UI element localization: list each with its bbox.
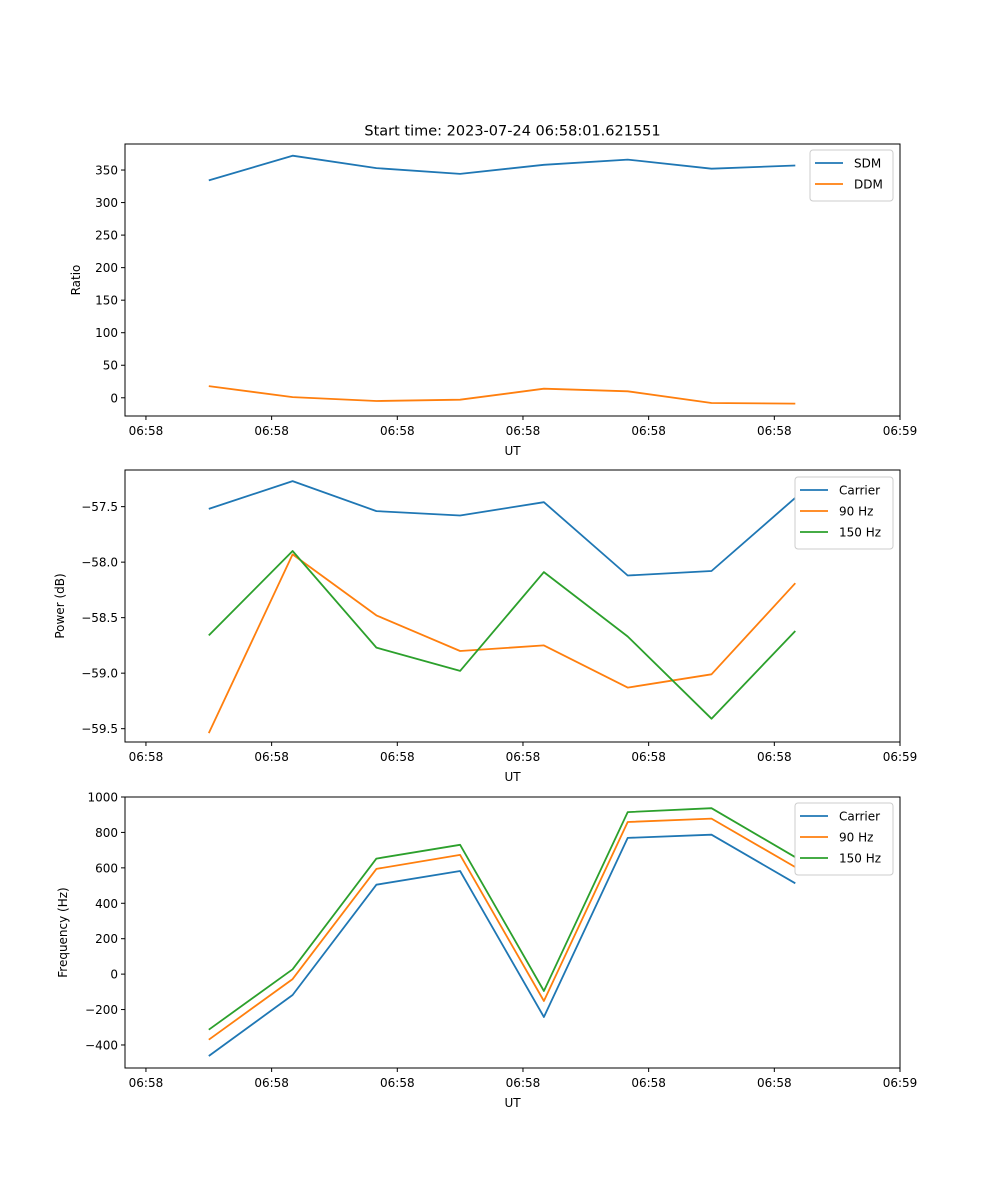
y-tick-label: 400	[95, 897, 118, 911]
x-tick-label: 06:58	[380, 750, 415, 764]
y-tick-label: 600	[95, 861, 118, 875]
x-tick-label: 06:58	[129, 1076, 164, 1090]
series-line-carrier	[208, 480, 796, 577]
x-tick-label: 06:58	[631, 750, 666, 764]
y-tick-label: −58.5	[81, 611, 118, 625]
series-line-90-hz	[207, 553, 796, 734]
legend-label: 150 Hz	[839, 852, 881, 866]
chart-panel-2: 06:58 06:58 06:58 06:58 06:58 06:58 06:59 −59.5…	[53, 469, 918, 784]
y-tick-label: 150	[95, 294, 118, 308]
y-axis-label: Ratio	[69, 265, 83, 296]
x-tick-label: 06:58	[757, 750, 792, 764]
series-line-sdm	[208, 154, 796, 182]
x-tick-label: 06:58	[506, 750, 541, 764]
x-tick-label: 06:58	[380, 424, 415, 438]
x-tick-label: 06:59	[883, 750, 918, 764]
y-tick-label: −59.5	[81, 722, 118, 736]
y-axis-label: Power (dB)	[53, 573, 67, 638]
y-tick-label: 800	[95, 826, 118, 840]
x-tick-label: 06:58	[757, 1076, 792, 1090]
chart-panel-1: 06:58 06:58 06:58 06:58 06:58 06:58 06:59 0 50 10…	[69, 143, 918, 458]
axes-frame	[124, 469, 901, 743]
y-tick-label: 250	[95, 229, 118, 243]
x-tick-label: 06:58	[631, 424, 666, 438]
y-tick-label: −57.5	[81, 500, 118, 514]
legend-label: 90 Hz	[839, 505, 873, 519]
figure-title: Start time: 2023-07-24 06:58:01.621551	[364, 124, 660, 140]
y-tick-label: 200	[95, 261, 118, 275]
legend-label: Carrier	[839, 810, 880, 824]
y-tick-label: 200	[95, 932, 118, 946]
x-tick-label: 06:58	[129, 750, 164, 764]
legend-label: Carrier	[839, 484, 880, 498]
legend-box	[794, 476, 894, 550]
legend: Carrier 90 Hz 150 Hz	[794, 476, 894, 550]
y-tick-label: 0	[110, 968, 118, 982]
legend-label: DDM	[854, 178, 883, 192]
x-axis-label: UT	[504, 444, 521, 458]
y-tick-label: −200	[85, 1003, 118, 1017]
axes-frame	[124, 143, 901, 417]
series-line-90-hz	[208, 817, 796, 1041]
y-tick-label: 50	[103, 359, 118, 373]
x-tick-label: 06:58	[254, 1076, 289, 1090]
x-axis-label: UT	[504, 770, 521, 784]
y-tick-label: 1000	[87, 791, 118, 805]
legend-label: 90 Hz	[839, 831, 873, 845]
y-tick-label: −59.0	[81, 667, 118, 681]
x-tick-label: 06:58	[506, 424, 541, 438]
legend: SDM DDM	[809, 149, 894, 202]
series-line-ddm	[208, 385, 796, 405]
y-tick-label: −58.0	[81, 556, 118, 570]
series-line-carrier	[208, 833, 796, 1057]
y-tick-label: 100	[95, 326, 118, 340]
x-tick-label: 06:58	[380, 1076, 415, 1090]
x-tick-label: 06:58	[631, 1076, 666, 1090]
y-tick-label: −400	[85, 1038, 118, 1052]
x-tick-label: 06:59	[883, 1076, 918, 1090]
y-tick-label: 350	[95, 164, 118, 178]
x-tick-label: 06:58	[757, 424, 792, 438]
x-tick-label: 06:58	[506, 1076, 541, 1090]
series-line-150-hz	[208, 550, 796, 720]
legend-label: 150 Hz	[839, 526, 881, 540]
x-tick-label: 06:58	[254, 750, 289, 764]
series-line-150-hz	[208, 807, 796, 1031]
x-tick-label: 06:59	[883, 424, 918, 438]
axes-frame	[124, 796, 901, 1069]
x-axis-label: UT	[504, 1096, 521, 1110]
y-tick-label: 300	[95, 196, 118, 210]
y-tick-label: 0	[110, 391, 118, 405]
x-tick-label: 06:58	[254, 424, 289, 438]
y-axis-label: Frequency (Hz)	[56, 887, 70, 978]
x-tick-label: 06:58	[129, 424, 164, 438]
chart-panel-3: 06:58 06:58 06:58 06:58 06:58 06:58 06:59 −400 −…	[56, 791, 917, 1111]
legend: Carrier 90 Hz 150 Hz	[794, 802, 894, 876]
legend-box	[794, 802, 894, 876]
legend-label: SDM	[854, 157, 881, 171]
